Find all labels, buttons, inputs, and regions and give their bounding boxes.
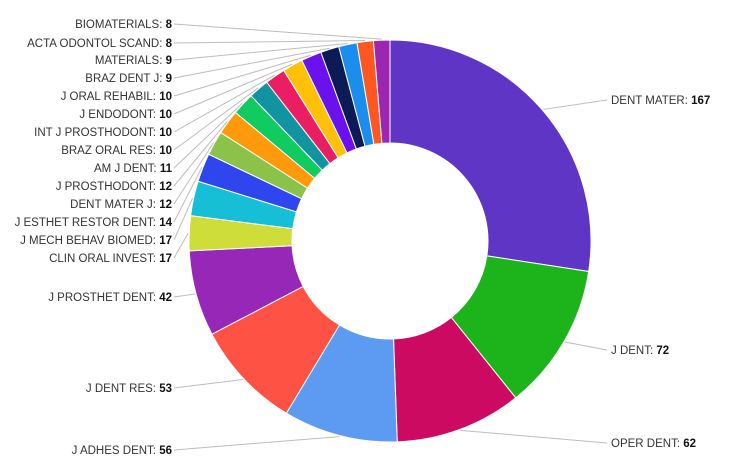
leader-line-j-adhes-dent xyxy=(173,436,340,451)
label-name: INT J PROSTHODONT: xyxy=(34,127,159,139)
label-value: 42 xyxy=(159,292,172,304)
label-value: 12 xyxy=(159,199,172,211)
leader-line-braz-dent-j xyxy=(173,47,330,79)
label-name: ACTA ODONTOL SCAND: xyxy=(27,38,165,50)
leader-line-j-mech-behav-biomed xyxy=(173,197,194,241)
label-value: 167 xyxy=(691,95,710,107)
label-j-prosthet-dent: J PROSTHET DENT: 42 xyxy=(48,292,172,304)
leader-line-dent-mater-j xyxy=(173,142,214,205)
label-biomaterials: BIOMATERIALS: 8 xyxy=(75,19,173,31)
label-name: AM J DENT: xyxy=(94,163,160,175)
label-name: J DENT: xyxy=(611,345,656,357)
label-value: 8 xyxy=(166,19,173,31)
leader-line-dent-mater xyxy=(543,99,608,110)
label-value: 17 xyxy=(159,235,172,247)
label-name: DENT MATER J: xyxy=(70,199,159,211)
label-value: 9 xyxy=(166,55,172,67)
leader-line-materials xyxy=(173,43,348,61)
label-braz-oral-res: BRAZ ORAL RES: 10 xyxy=(61,145,172,157)
label-name: CLIN ORAL INVEST: xyxy=(49,253,159,265)
label-name: MATERIALS: xyxy=(95,55,166,67)
label-name: BRAZ ORAL RES: xyxy=(61,145,159,157)
label-value: 10 xyxy=(159,91,172,103)
label-value: 72 xyxy=(656,345,669,357)
leader-line-oper-dent xyxy=(460,429,608,444)
slice-biomaterials[interactable] xyxy=(372,39,391,144)
leader-line-int-j-prosthodont xyxy=(173,74,275,133)
leader-line-j-oral-rehabil xyxy=(173,54,312,97)
label-name: BIOMATERIALS: xyxy=(75,19,166,31)
label-braz-dent-j: BRAZ DENT J: 9 xyxy=(85,73,172,85)
label-value: 53 xyxy=(159,383,172,395)
label-name: J ENDODONT: xyxy=(79,109,159,121)
label-name: J MECH BEHAV BIOMED: xyxy=(20,235,159,247)
label-name: J PROSTHET DENT: xyxy=(48,292,159,304)
label-value: 12 xyxy=(159,181,172,193)
label-clin-oral-invest: CLIN ORAL INVEST: 17 xyxy=(49,253,172,265)
slice-dent-mater[interactable] xyxy=(389,39,592,273)
label-dent-mater: DENT MATER: 167 xyxy=(611,95,710,107)
label-name: J ORAL REHABIL: xyxy=(61,91,160,103)
label-value: 56 xyxy=(159,445,172,457)
leader-line-acta-odontol-scand xyxy=(173,40,366,44)
label-name: J ESTHET RESTOR DENT: xyxy=(15,217,160,229)
label-dent-mater-j: DENT MATER J: 12 xyxy=(70,199,172,211)
leader-line-clin-oral-invest xyxy=(173,232,189,259)
leader-line-biomaterials xyxy=(173,23,382,40)
label-value: 14 xyxy=(159,217,172,229)
label-value: 10 xyxy=(159,109,172,121)
label-j-esthet-restor-dent: J ESTHET RESTOR DENT: 14 xyxy=(15,217,173,229)
label-oper-dent: OPER DENT: 62 xyxy=(611,438,696,450)
leader-line-am-j-dent xyxy=(173,102,243,169)
leader-line-braz-oral-res xyxy=(173,87,259,151)
label-value: 17 xyxy=(159,253,172,265)
label-value: 8 xyxy=(166,38,173,50)
label-name: BRAZ DENT J: xyxy=(85,73,165,85)
label-value: 10 xyxy=(159,127,172,139)
label-j-dent: J DENT: 72 xyxy=(611,345,669,357)
label-name: DENT MATER: xyxy=(611,95,691,107)
leader-line-j-endodont xyxy=(173,63,293,115)
label-value: 10 xyxy=(159,145,172,157)
leader-line-j-esthet-restor-dent xyxy=(173,166,203,223)
leader-line-j-prosthet-dent xyxy=(173,293,196,298)
label-j-endodont: J ENDODONT: 10 xyxy=(79,109,172,121)
slices-group xyxy=(188,39,592,443)
label-j-dent-res: J DENT RES: 53 xyxy=(86,383,172,395)
label-value: 11 xyxy=(160,163,173,175)
label-name: J PROSTHODONT: xyxy=(56,181,160,193)
label-j-oral-rehabil: J ORAL REHABIL: 10 xyxy=(61,91,172,103)
label-value: 9 xyxy=(166,73,172,85)
label-name: OPER DENT: xyxy=(611,438,683,450)
label-value: 62 xyxy=(683,438,696,450)
leader-line-j-dent xyxy=(564,341,608,351)
leader-line-j-prosthodont xyxy=(173,121,228,187)
leader-line-j-dent-res xyxy=(173,379,244,389)
leader-lines-group xyxy=(173,23,608,451)
label-j-prosthodont: J PROSTHODONT: 12 xyxy=(56,181,172,193)
labels-group: DENT MATER: 167 J DENT: 72 OPER DENT: 62 J … xyxy=(15,19,711,457)
label-acta-odontol-scand: ACTA ODONTOL SCAND: 8 xyxy=(27,38,172,50)
label-j-mech-behav-biomed: J MECH BEHAV BIOMED: 17 xyxy=(20,235,172,247)
label-name: J DENT RES: xyxy=(86,383,159,395)
label-int-j-prosthodont: INT J PROSTHODONT: 10 xyxy=(34,127,172,139)
label-j-adhes-dent: J ADHES DENT: 56 xyxy=(72,445,172,457)
label-materials: MATERIALS: 9 xyxy=(95,55,172,67)
label-am-j-dent: AM J DENT: 11 xyxy=(94,163,173,175)
label-name: J ADHES DENT: xyxy=(72,445,160,457)
